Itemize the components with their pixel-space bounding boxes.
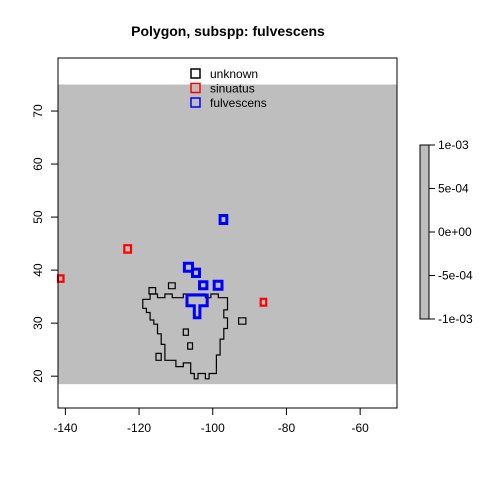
polygon-unknown <box>148 287 157 295</box>
polygon-fulvescens <box>218 214 229 225</box>
x-tick-label: -120 <box>127 421 151 435</box>
polygon-fulvescens <box>212 279 224 291</box>
background-band <box>58 84 397 385</box>
colorbar: 1e-03 5e-04 0e+00 -5e-04 -1e-03 <box>419 138 473 326</box>
polygon-unknown <box>238 317 247 325</box>
plot-area: -140 -120 -100 -80 -60 20 30 40 50 60 70 <box>31 57 398 435</box>
legend-label: fulvescens <box>210 96 267 110</box>
colorbar-tick-label: -5e-04 <box>438 269 473 283</box>
chart-title: Polygon, subspp: fulvescens <box>131 23 325 39</box>
polygon-sinuatus <box>123 244 133 254</box>
x-tick-label: -80 <box>278 421 296 435</box>
y-tick-label: 50 <box>31 210 45 224</box>
polygon-unknown <box>155 352 162 361</box>
polygon-sinuatus <box>259 297 268 307</box>
polygon-unknown <box>142 293 229 380</box>
colorbar-bar <box>419 144 430 320</box>
colorbar-tick-label: 5e-04 <box>438 182 469 196</box>
y-tick-label: 30 <box>31 316 45 330</box>
legend-swatch <box>190 68 201 79</box>
y-tick-label: 40 <box>31 263 45 277</box>
polygon-unknown <box>182 328 189 336</box>
legend-swatch <box>190 97 201 108</box>
legend-label: sinuatus <box>210 82 255 96</box>
y-tick-label: 70 <box>31 104 45 118</box>
y-tick-label: 20 <box>31 369 45 383</box>
colorbar-tick-label: 1e-03 <box>438 138 469 152</box>
legend-swatch <box>190 82 201 94</box>
legend-label: unknown <box>210 67 258 81</box>
colorbar-tick-label: -1e-03 <box>438 312 473 326</box>
polygon-fulvescens <box>191 267 201 278</box>
y-tick-label: 60 <box>31 157 45 171</box>
x-tick-label: -60 <box>351 421 369 435</box>
x-tick-label: -140 <box>53 421 77 435</box>
x-tick-label: -100 <box>201 421 225 435</box>
polygon-fulvescens <box>198 280 209 291</box>
colorbar-tick-label: 0e+00 <box>438 225 472 239</box>
polygon-unknown <box>167 282 176 290</box>
polygon-unknown <box>187 342 194 350</box>
polygon-fulvescens <box>182 261 194 273</box>
polygon-fulvescens <box>185 293 209 320</box>
